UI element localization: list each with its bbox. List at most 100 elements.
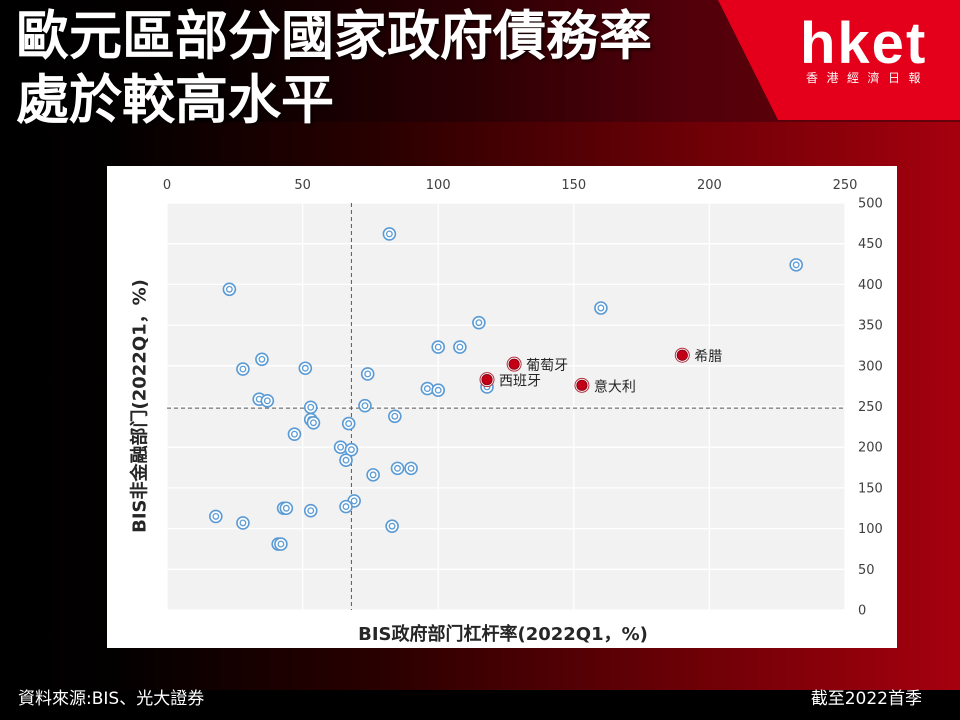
- point-label: 意大利: [594, 378, 636, 395]
- marker-core: [434, 343, 442, 351]
- marker-ring: [287, 427, 302, 441]
- data-point: [339, 499, 353, 514]
- marker-core: [423, 385, 431, 393]
- data-point: [236, 516, 250, 530]
- marker-core: [301, 364, 309, 372]
- data-point: [358, 398, 372, 413]
- marker-core: [337, 443, 345, 451]
- data-point: [360, 367, 375, 381]
- marker-core: [342, 456, 350, 464]
- scatter-chart: 0 50 100 150 200 250 0 50 100 150 200 250 300 350 400…: [129, 178, 883, 645]
- y-tick-label: 100: [858, 522, 883, 537]
- marker-core: [342, 503, 350, 511]
- marker-ring: [472, 315, 486, 330]
- data-point: [339, 453, 353, 468]
- data-point: [303, 400, 318, 415]
- y-tick-label: 200: [858, 441, 883, 456]
- marker-core: [309, 419, 317, 427]
- marker-fill: [481, 374, 493, 386]
- marker-core: [361, 402, 369, 410]
- footer-bar: [0, 690, 960, 720]
- marker-ring: [404, 461, 418, 476]
- point-label: 葡萄牙: [526, 358, 568, 374]
- data-point: [303, 503, 318, 518]
- marker-core: [212, 512, 220, 520]
- marker-core: [475, 319, 483, 327]
- marker-core: [225, 285, 233, 293]
- y-tick-label: 450: [858, 237, 883, 252]
- data-point: [388, 409, 402, 424]
- data-point: [298, 361, 313, 376]
- y-tick-label: 400: [858, 278, 883, 293]
- y-tick-label: 0: [858, 604, 866, 619]
- x-tick-label: 150: [561, 178, 586, 193]
- source-note: 資料來源:BIS、光大證券: [18, 689, 205, 709]
- marker-ring: [420, 381, 435, 396]
- marker-ring: [209, 509, 223, 524]
- marker-ring: [366, 468, 380, 482]
- marker-ring: [358, 398, 372, 413]
- x-tick-label: 250: [833, 178, 858, 193]
- marker-ring: [431, 340, 446, 354]
- marker-ring: [279, 501, 294, 516]
- data-point: [382, 227, 397, 241]
- marker-core: [345, 420, 353, 428]
- marker-ring: [789, 258, 803, 272]
- marker-core: [394, 464, 401, 472]
- data-point: [222, 282, 237, 297]
- data-point: [453, 340, 467, 354]
- y-tick-label: 300: [858, 359, 883, 374]
- x-tick-label: 50: [294, 178, 311, 193]
- marker-ring: [339, 499, 353, 514]
- page-title-line-1: 歐元區部分國家政府債務率: [16, 6, 652, 67]
- marker-ring: [303, 503, 318, 518]
- y-tick-label: 250: [858, 400, 883, 415]
- data-point: [255, 352, 269, 367]
- data-point: [279, 501, 294, 516]
- marker-core: [792, 261, 800, 269]
- marker-core: [307, 507, 315, 515]
- marker-core: [291, 430, 298, 438]
- gridlines: [166, 202, 846, 611]
- marker-core: [263, 397, 271, 405]
- data-point: [404, 461, 418, 476]
- page-title: 歐元區部分國家政府債務率 處於較高水平: [16, 5, 652, 133]
- data-point: [209, 509, 223, 524]
- marker-fill: [508, 358, 520, 370]
- marker-ring: [306, 415, 321, 430]
- marker-core: [597, 304, 605, 312]
- data-point: [287, 427, 302, 441]
- marker-ring: [236, 516, 250, 530]
- marker-core: [388, 522, 396, 530]
- data-point: [274, 537, 288, 551]
- marker-ring: [382, 227, 397, 241]
- y-tick-labels: 0 50 100 150 200 250 300 350 400 450 500: [858, 197, 883, 619]
- marker-ring: [388, 409, 402, 424]
- marker-core: [391, 412, 399, 420]
- y-tick-label: 350: [858, 319, 883, 334]
- marker-ring: [236, 362, 250, 376]
- reference-lines: [167, 203, 845, 610]
- marker-core: [456, 343, 464, 351]
- marker-core: [258, 355, 266, 363]
- y-tick-label: 500: [858, 197, 883, 212]
- highlighted-point: [506, 356, 522, 372]
- highlighted-point: [574, 377, 590, 393]
- highlighted-point: [479, 372, 495, 388]
- marker-fill: [676, 349, 688, 361]
- marker-ring: [333, 440, 348, 455]
- x-tick-label: 100: [426, 178, 451, 193]
- marker-core: [407, 464, 415, 472]
- y-axis-title: BIS非金融部门(2022Q1，%): [129, 279, 151, 533]
- marker-core: [307, 403, 315, 411]
- marker-core: [369, 471, 377, 479]
- data-point: [390, 461, 405, 476]
- data-point: [431, 340, 446, 354]
- highlighted-point: [674, 347, 690, 363]
- marker-ring: [222, 282, 237, 297]
- y-tick-label: 50: [858, 563, 875, 578]
- data-point: [385, 519, 399, 533]
- x-tick-labels: 0 50 100 150 200 250: [163, 178, 858, 193]
- logo-subtitle: 香港經濟日報: [806, 71, 930, 85]
